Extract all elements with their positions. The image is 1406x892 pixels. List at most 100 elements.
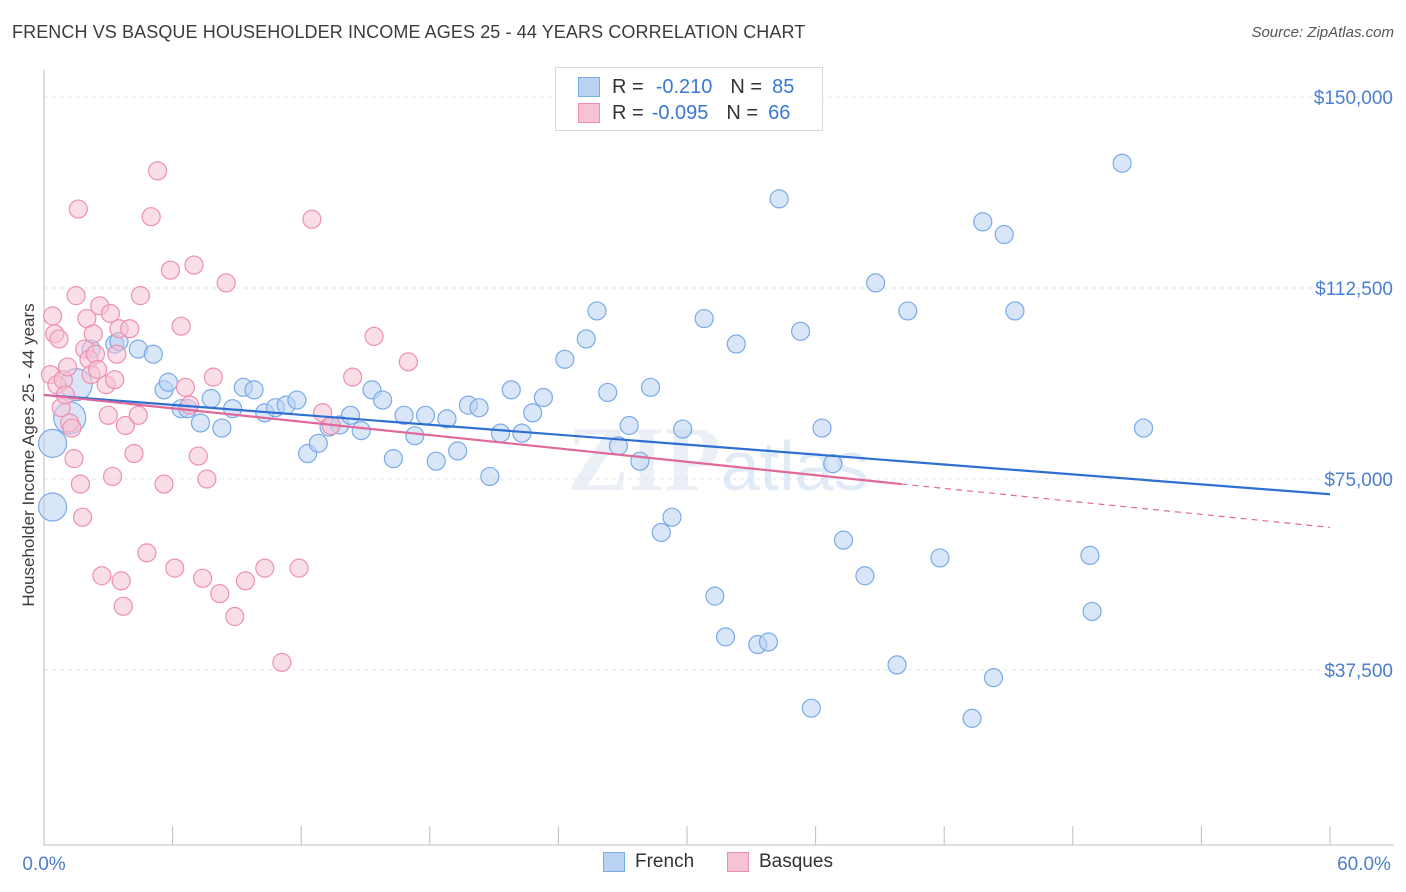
basques-point	[154, 474, 174, 494]
basques-point	[111, 571, 131, 591]
french-point	[651, 522, 671, 543]
r-value: -0.210	[655, 75, 713, 98]
source-label: Source: ZipAtlas.com	[1251, 24, 1394, 41]
legend-row-french: R = -0.210 N = 85	[578, 74, 794, 100]
french-point	[1082, 601, 1102, 622]
basques-swatch	[578, 103, 600, 123]
basques-point	[72, 507, 93, 527]
french-point	[351, 421, 371, 441]
basques-point	[137, 543, 157, 563]
basques-point	[302, 209, 322, 229]
basques-point	[68, 199, 88, 219]
french-point	[308, 433, 328, 453]
basques-point	[216, 273, 236, 293]
n-value: 66	[768, 101, 791, 124]
french-point	[576, 329, 596, 349]
french-point	[640, 377, 661, 397]
french-point	[469, 398, 489, 418]
series-legend: French Basques	[0, 851, 1406, 879]
french-point	[694, 308, 714, 329]
french-point	[1005, 301, 1025, 321]
french-point	[994, 224, 1014, 245]
y-axis-title: Householder Income Ages 25 - 44 years	[19, 303, 38, 606]
french-point	[523, 403, 543, 423]
basques-point	[210, 583, 230, 604]
basques-point	[188, 446, 208, 466]
basques-point	[398, 352, 418, 372]
basques-point	[113, 596, 133, 616]
french-point	[619, 415, 639, 436]
french-point	[405, 426, 425, 446]
basques-point	[272, 652, 292, 672]
french-point	[962, 708, 982, 728]
french-point	[501, 380, 521, 400]
basques-point	[102, 466, 123, 487]
french-point	[533, 387, 553, 408]
r-label: R =	[612, 101, 644, 124]
french-swatch	[603, 852, 625, 872]
basques-points	[40, 161, 418, 672]
basques-point	[124, 443, 144, 464]
basques-point	[193, 568, 213, 588]
french-point	[158, 372, 178, 392]
y-tick-label: $150,000	[1314, 88, 1393, 109]
french-point	[287, 390, 307, 410]
basques-point	[147, 161, 168, 181]
french-point	[898, 301, 918, 321]
french-point	[812, 418, 832, 438]
french-point	[866, 273, 886, 293]
basques-point	[83, 324, 103, 344]
trend-lines	[43, 393, 1331, 528]
basques-point	[184, 255, 204, 275]
french-point	[143, 344, 163, 364]
french-point	[983, 668, 1004, 688]
legend-label-basques: Basques	[759, 851, 833, 872]
basques-point	[130, 286, 151, 306]
basques-point	[203, 367, 223, 387]
legend-item-french[interactable]: French	[603, 851, 694, 873]
basques-point	[98, 405, 118, 425]
french-point	[726, 334, 746, 354]
axes	[43, 70, 1394, 846]
basques-point	[105, 370, 125, 390]
basques-point	[289, 558, 309, 578]
legend-row-basques: R = -0.095 N = 66	[578, 100, 790, 126]
basques-point	[42, 306, 63, 326]
french-point	[1133, 418, 1154, 438]
r-value: -0.095	[651, 101, 709, 124]
french-point	[715, 627, 736, 647]
y-tick-labels: $37,500 $75,000 $112,500 $150,000	[1314, 88, 1393, 682]
french-point	[437, 409, 457, 429]
french-point	[930, 548, 950, 568]
legend-label-french: French	[635, 851, 695, 872]
watermark-atlas: atlas	[721, 427, 869, 505]
french-point	[833, 530, 854, 550]
basques-point	[57, 357, 78, 377]
basques-trend-extension	[901, 483, 1331, 528]
french-point	[855, 566, 875, 586]
french-point	[383, 449, 403, 469]
basques-point	[115, 415, 136, 436]
y-tick-label: $112,500	[1315, 279, 1393, 300]
x-tick-label: 0.0%	[22, 854, 65, 875]
basques-point	[160, 260, 181, 280]
basques-point	[175, 377, 196, 397]
french-point	[480, 466, 500, 487]
french-point	[340, 405, 361, 425]
chart-title: FRENCH VS BASQUE HOUSEHOLDER INCOME AGES…	[12, 22, 806, 42]
french-point	[823, 454, 843, 474]
basques-point	[62, 418, 82, 438]
r-label: R =	[612, 75, 644, 98]
legend-item-basques[interactable]: Basques	[727, 851, 833, 873]
basques-point	[100, 303, 121, 324]
x-tick-label: 60.0%	[1337, 854, 1391, 875]
french-point	[1080, 545, 1100, 566]
n-label: N =	[726, 101, 759, 124]
basques-trend-line	[43, 393, 902, 486]
french-point	[244, 380, 264, 400]
french-point	[426, 451, 446, 471]
y-tick-label: $37,500	[1324, 661, 1393, 682]
correlation-legend: R = -0.210 N = 85 R = -0.095 N = 66	[555, 67, 823, 131]
french-point	[190, 413, 211, 433]
basques-point	[55, 385, 76, 405]
